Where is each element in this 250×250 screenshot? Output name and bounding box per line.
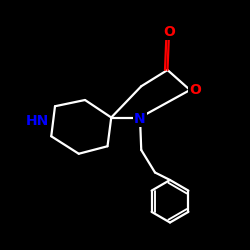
Text: N: N [134,112,146,126]
Text: O: O [189,83,201,97]
Text: O: O [163,25,175,39]
Text: HN: HN [26,114,49,128]
